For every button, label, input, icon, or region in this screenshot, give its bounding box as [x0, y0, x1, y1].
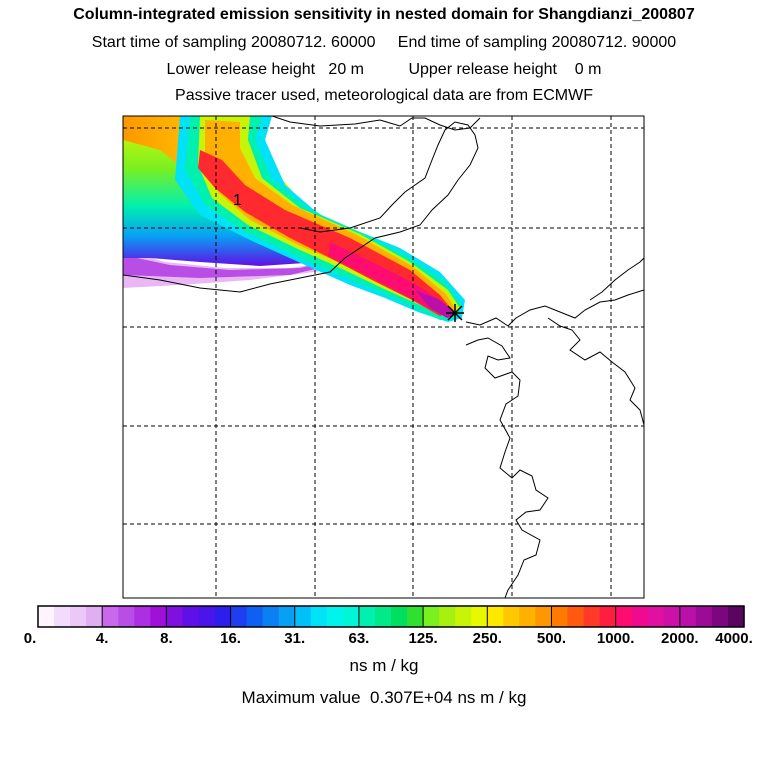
colorbar-swatch [695, 606, 713, 627]
colorbar-swatch [391, 606, 408, 627]
colorbar-swatch [214, 606, 232, 627]
plume-layer [123, 116, 465, 322]
colorbar-swatch [551, 606, 569, 627]
release-height-line: Lower release height 20 m Upper release … [166, 61, 602, 78]
colorbar-swatch [374, 606, 392, 627]
colorbar-tick-label: 4000. [715, 630, 753, 647]
colorbar [38, 606, 745, 627]
colorbar-swatch [439, 606, 456, 627]
colorbar-swatch [294, 606, 312, 627]
lat-lon-grid [123, 116, 644, 598]
colorbar-swatch [358, 606, 376, 627]
colorbar-swatch [583, 606, 601, 627]
sampling-time-line: Start time of sampling 20080712. 60000 E… [91, 34, 677, 51]
colorbar-swatch [503, 606, 520, 627]
plot-title: Column-integrated emission sensitivity i… [73, 6, 695, 23]
colorbar-swatch [134, 606, 151, 627]
colorbar-swatch [455, 606, 472, 627]
colorbar-tick-label: 16. [220, 630, 241, 647]
coastlines [123, 116, 644, 598]
colorbar-swatch [535, 606, 553, 627]
colorbar-swatch [198, 606, 216, 627]
colorbar-tick-label: 1000. [596, 630, 635, 647]
colorbar-swatch [487, 606, 504, 627]
colorbar-swatch [727, 606, 745, 627]
colorbar-swatch [166, 606, 184, 627]
colorbar-tick-label: 500. [536, 630, 567, 647]
colorbar-swatch [70, 606, 87, 627]
colorbar-tick-label: 2000. [661, 630, 699, 647]
colorbar-swatch [230, 606, 248, 627]
colorbar-tick-label: 0. [23, 630, 37, 647]
receptor-asterisk-icon [446, 304, 464, 322]
colorbar-swatch [711, 606, 729, 627]
colorbar-unit: ns m / kg [349, 656, 419, 675]
colorbar-swatch [262, 606, 280, 627]
colorbar-swatch [54, 606, 71, 627]
colorbar-swatch [118, 606, 135, 627]
colorbar-swatch [519, 606, 537, 627]
colorbar-frame [37, 605, 745, 628]
colorbar-swatch [663, 606, 681, 627]
colorbar-swatch [326, 606, 344, 627]
colorbar-swatch [599, 606, 617, 627]
colorbar-swatch [310, 606, 328, 627]
colorbar-tick-label: 63. [348, 630, 370, 647]
max-value-text: Maximum value 0.307E+04 ns m / kg [241, 688, 527, 707]
colorbar-swatch [567, 606, 585, 627]
colorbar-tick-label: 250. [472, 630, 502, 647]
colorbar-swatch [407, 606, 424, 627]
colorbar-swatch [631, 606, 649, 627]
colorbar-swatch [246, 606, 264, 627]
colorbar-swatch [182, 606, 200, 627]
colorbar-tick-label: 4. [95, 630, 109, 647]
colorbar-swatch [423, 606, 440, 627]
colorbar-swatch [38, 606, 55, 627]
colorbar-swatch [679, 606, 697, 627]
colorbar-tick-label: 8. [160, 630, 173, 647]
colorbar-swatch [150, 606, 167, 627]
colorbar-swatch [647, 606, 665, 627]
colorbar-tick-label: 31. [284, 630, 306, 647]
colorbar-swatch [102, 606, 119, 627]
contour-label: 1 [233, 192, 242, 209]
colorbar-tick-label: 125. [408, 630, 438, 647]
colorbar-swatch [278, 606, 296, 627]
colorbar-swatch [86, 606, 103, 627]
colorbar-swatch [471, 606, 488, 627]
colorbar-swatch [615, 606, 633, 627]
tracer-info-line: Passive tracer used, meteorological data… [175, 87, 593, 104]
colorbar-swatch [342, 606, 360, 627]
map-frame [122, 115, 645, 599]
